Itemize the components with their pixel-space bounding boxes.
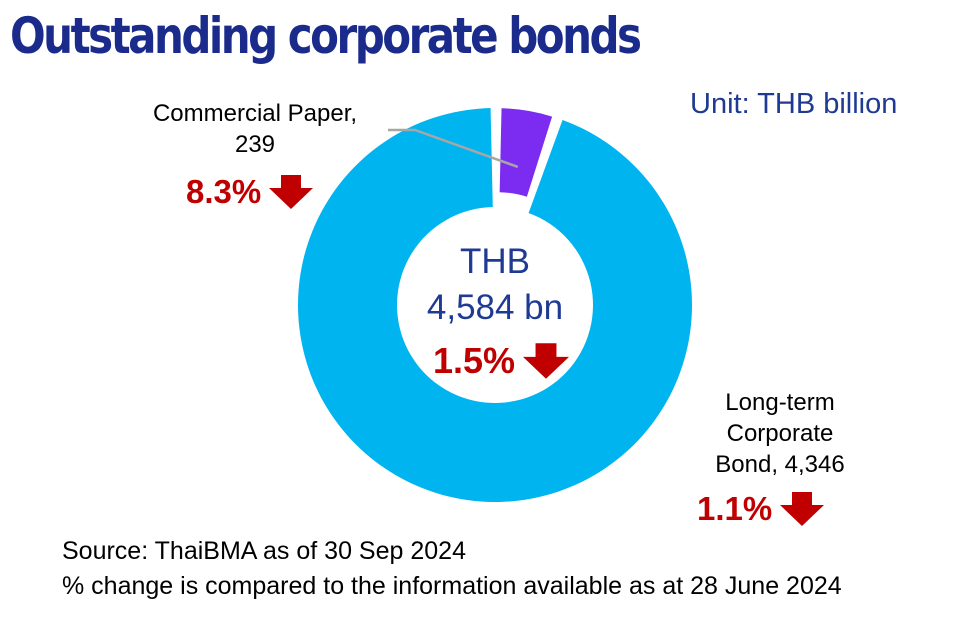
long-term-bond-name-line1: Long-term: [725, 389, 835, 416]
long-term-bond-change-pct: 1.1%: [697, 490, 773, 527]
footnote: Source: ThaiBMA as of 30 Sep 2024 % chan…: [62, 534, 842, 604]
source-note: Source: ThaiBMA as of 30 Sep 2024: [62, 537, 466, 565]
long-term-bond-label: Long-term Corporate Bond, 4,346: [680, 387, 880, 480]
down-arrow-icon: [523, 343, 570, 379]
total-change-pct: 1.5%: [433, 340, 516, 381]
center-total-amount: 4,584 bn: [426, 288, 564, 327]
total-change: 1.5%: [433, 340, 570, 382]
center-currency: THB: [460, 242, 530, 281]
down-arrow-icon: [269, 175, 314, 209]
slice-long-term-corporate-bond: [298, 108, 692, 502]
commercial-paper-change-pct: 8.3%: [186, 173, 262, 210]
unit-label: Unit: THB billion: [690, 88, 898, 120]
long-term-bond-value: Bond, 4,346: [715, 451, 845, 478]
long-term-bond-change: 1.1%: [697, 490, 825, 528]
comparison-note: % change is compared to the information …: [62, 572, 842, 600]
commercial-paper-name: Commercial Paper,: [152, 100, 358, 127]
long-term-bond-name-line2: Corporate: [726, 420, 834, 447]
down-arrow-icon: [780, 492, 825, 526]
commercial-paper-change: 8.3%: [186, 173, 314, 211]
commercial-paper-label: Commercial Paper, 239: [130, 98, 380, 160]
slice-commercial-paper: [499, 108, 553, 197]
page-title: Outstanding corporate bonds: [10, 7, 642, 65]
leader-line: [388, 128, 519, 169]
commercial-paper-value: 239: [234, 131, 276, 158]
